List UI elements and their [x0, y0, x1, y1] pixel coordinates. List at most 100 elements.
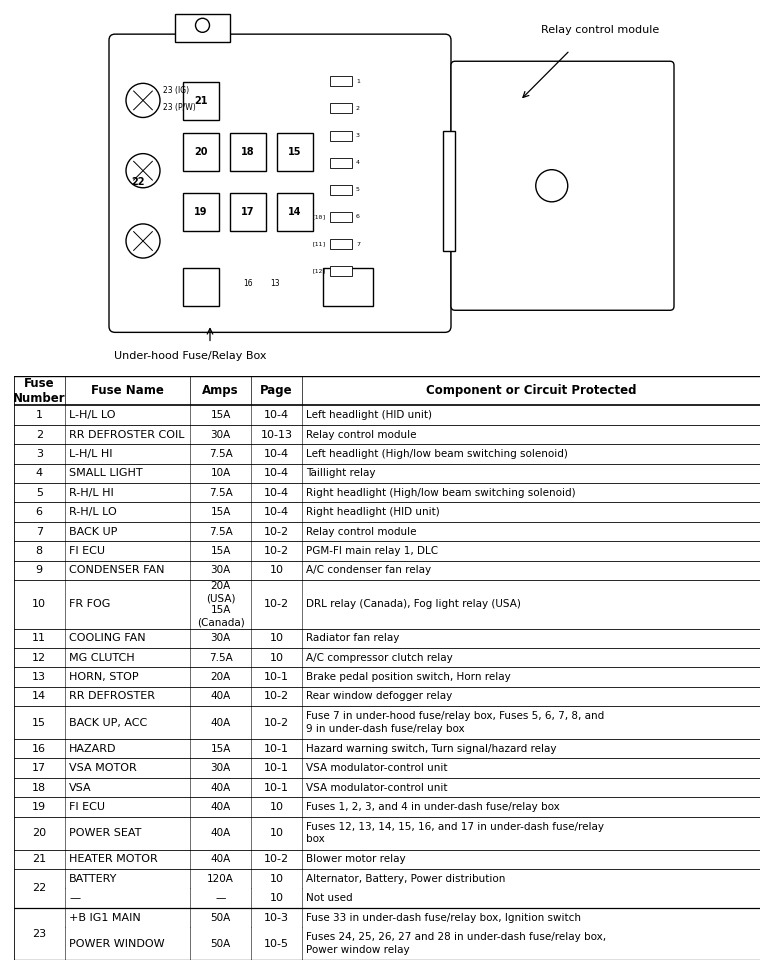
Text: 10-4: 10-4 — [264, 508, 290, 517]
Text: 20: 20 — [194, 147, 208, 156]
Circle shape — [126, 83, 160, 118]
Text: Left headlight (High/low beam switching solenoid): Left headlight (High/low beam switching … — [306, 449, 568, 459]
Text: 40A: 40A — [210, 691, 230, 702]
Text: FI ECU: FI ECU — [69, 546, 105, 556]
Text: 10: 10 — [270, 652, 283, 663]
Text: 21: 21 — [194, 96, 208, 106]
Text: 2: 2 — [35, 429, 43, 439]
Text: RR DEFROSTER COIL: RR DEFROSTER COIL — [69, 429, 184, 439]
Text: 10: 10 — [270, 565, 283, 575]
Text: 21: 21 — [32, 854, 46, 865]
Text: 10-13: 10-13 — [260, 429, 293, 439]
Text: 40A: 40A — [210, 718, 230, 728]
Text: 10-5: 10-5 — [264, 939, 289, 949]
Text: 15A: 15A — [210, 744, 231, 754]
Text: 10-2: 10-2 — [264, 854, 290, 865]
Text: —: — — [69, 893, 80, 903]
Text: A/C compressor clutch relay: A/C compressor clutch relay — [306, 652, 453, 663]
Bar — [330, 266, 352, 276]
Text: BACK UP: BACK UP — [69, 527, 118, 537]
Text: Brake pedal position switch, Horn relay: Brake pedal position switch, Horn relay — [306, 672, 511, 682]
Text: 10: 10 — [270, 893, 283, 903]
Text: HEATER MOTOR: HEATER MOTOR — [69, 854, 157, 865]
Bar — [277, 193, 313, 231]
Text: Fuses 24, 25, 26, 27 and 28 in under-dash fuse/relay box,
Power window relay: Fuses 24, 25, 26, 27 and 28 in under-das… — [306, 932, 607, 955]
Text: 18: 18 — [32, 783, 46, 792]
Text: 19: 19 — [194, 207, 208, 217]
Text: 30A: 30A — [210, 429, 230, 439]
Text: 20: 20 — [32, 828, 46, 839]
Text: 10-4: 10-4 — [264, 410, 290, 420]
Text: 10-2: 10-2 — [264, 546, 290, 556]
Text: 10-4: 10-4 — [264, 468, 290, 479]
Text: 6: 6 — [35, 508, 43, 517]
Bar — [330, 130, 352, 141]
Text: Fuses 1, 2, 3, and 4 in under-dash fuse/relay box: Fuses 1, 2, 3, and 4 in under-dash fuse/… — [306, 802, 560, 812]
Text: 2: 2 — [356, 106, 360, 111]
Text: A/C condenser fan relay: A/C condenser fan relay — [306, 565, 432, 575]
Text: POWER SEAT: POWER SEAT — [69, 828, 141, 839]
Text: 10-1: 10-1 — [264, 672, 289, 682]
Text: 5: 5 — [35, 487, 43, 498]
FancyBboxPatch shape — [109, 34, 451, 332]
Bar — [175, 14, 230, 42]
Text: L-H/L HI: L-H/L HI — [69, 449, 113, 459]
Text: 40A: 40A — [210, 783, 230, 792]
Text: 10A: 10A — [210, 468, 230, 479]
Text: CONDENSER FAN: CONDENSER FAN — [69, 565, 164, 575]
Text: FI ECU: FI ECU — [69, 802, 105, 812]
Text: SMALL LIGHT: SMALL LIGHT — [69, 468, 143, 479]
Text: Relay control module: Relay control module — [541, 25, 659, 35]
Text: Page: Page — [260, 384, 293, 398]
Text: 13: 13 — [32, 672, 46, 682]
Bar — [183, 132, 219, 171]
Text: PGM-FI main relay 1, DLC: PGM-FI main relay 1, DLC — [306, 546, 439, 556]
Bar — [183, 193, 219, 231]
Bar — [323, 268, 373, 306]
Text: 10-4: 10-4 — [264, 487, 290, 498]
Text: 23 (P/W): 23 (P/W) — [163, 103, 196, 112]
Text: 9: 9 — [35, 565, 43, 575]
Text: 8: 8 — [35, 546, 43, 556]
Text: 30A: 30A — [210, 633, 230, 644]
Text: Rear window defogger relay: Rear window defogger relay — [306, 691, 452, 702]
Text: 30A: 30A — [210, 565, 230, 575]
Text: Hazard warning switch, Turn signal/hazard relay: Hazard warning switch, Turn signal/hazar… — [306, 744, 557, 754]
Text: 15A: 15A — [210, 410, 231, 420]
Text: 10: 10 — [270, 633, 283, 644]
Text: R-H/L LO: R-H/L LO — [69, 508, 117, 517]
Bar — [330, 212, 352, 222]
Text: 16: 16 — [32, 744, 46, 754]
Text: 10: 10 — [270, 802, 283, 812]
Text: 15A: 15A — [210, 546, 231, 556]
Text: 20A: 20A — [210, 672, 230, 682]
Text: 3: 3 — [356, 133, 360, 138]
Bar — [183, 268, 219, 306]
Text: 17: 17 — [32, 763, 46, 773]
Bar — [330, 239, 352, 249]
Text: Right headlight (HID unit): Right headlight (HID unit) — [306, 508, 440, 517]
Text: Under-hood Fuse/Relay Box: Under-hood Fuse/Relay Box — [114, 351, 266, 362]
Circle shape — [196, 18, 210, 33]
Text: 7.5A: 7.5A — [209, 652, 233, 663]
Text: 14: 14 — [32, 691, 46, 702]
Text: Not used: Not used — [306, 893, 353, 903]
Bar — [230, 132, 266, 171]
Text: +B IG1 MAIN: +B IG1 MAIN — [69, 913, 141, 923]
Bar — [183, 82, 219, 121]
Bar — [443, 130, 455, 251]
Text: 40A: 40A — [210, 802, 230, 812]
Text: 17: 17 — [241, 207, 255, 217]
Text: 50A: 50A — [210, 939, 230, 949]
Text: 120A: 120A — [207, 873, 234, 884]
Text: 4: 4 — [35, 468, 43, 479]
Text: 30A: 30A — [210, 763, 230, 773]
Text: 7: 7 — [35, 527, 43, 537]
Text: 1: 1 — [35, 410, 43, 420]
Text: Fuses 12, 13, 14, 15, 16, and 17 in under-dash fuse/relay
box: Fuses 12, 13, 14, 15, 16, and 17 in unde… — [306, 822, 604, 844]
Text: [11]: [11] — [312, 241, 327, 246]
Text: 15: 15 — [32, 718, 46, 728]
Text: 19: 19 — [32, 802, 46, 812]
Text: Taillight relay: Taillight relay — [306, 468, 376, 479]
Text: VSA modulator-control unit: VSA modulator-control unit — [306, 763, 448, 773]
